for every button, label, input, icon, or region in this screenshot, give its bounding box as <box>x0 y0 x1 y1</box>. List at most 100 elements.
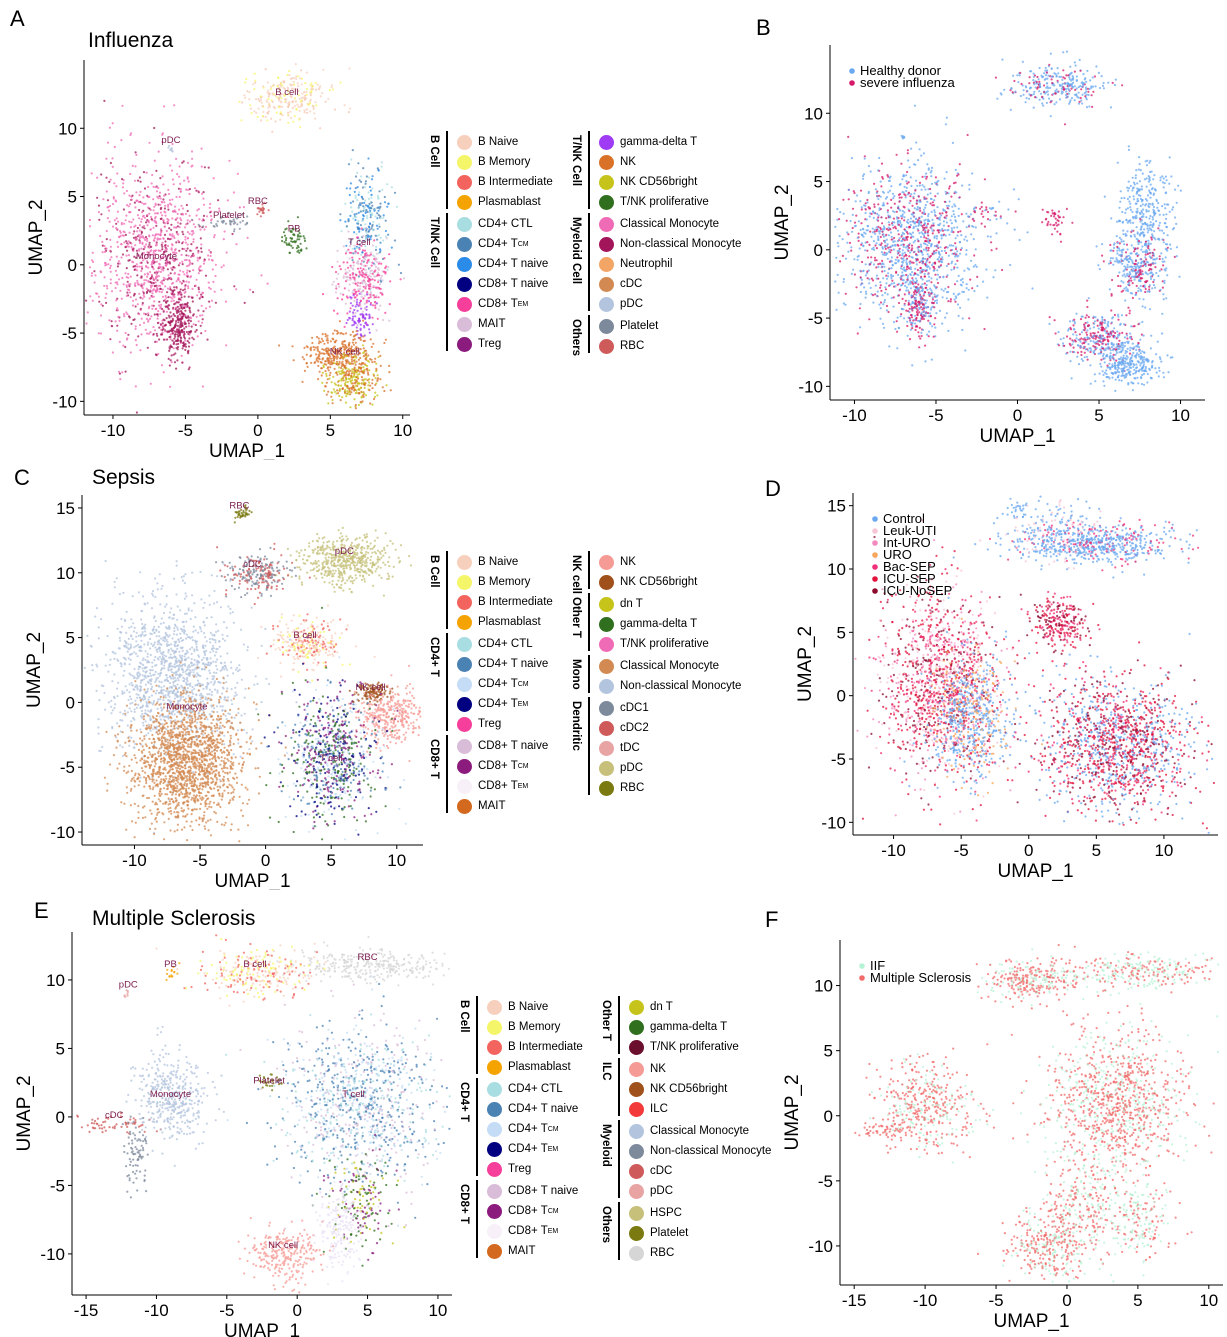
data-point <box>933 252 936 255</box>
data-point <box>864 208 867 211</box>
data-point <box>964 235 967 238</box>
data-point <box>282 231 286 234</box>
data-point <box>101 240 104 243</box>
data-point <box>1085 98 1088 101</box>
data-point <box>294 88 297 91</box>
data-point <box>906 149 909 152</box>
data-point <box>906 170 909 174</box>
data-point <box>915 253 918 256</box>
data-point <box>336 389 339 392</box>
data-point <box>882 204 885 207</box>
data-point <box>1068 101 1071 104</box>
data-point <box>837 245 840 248</box>
data-point <box>871 294 875 297</box>
data-point <box>331 337 334 340</box>
data-point <box>373 397 376 401</box>
data-point <box>890 185 893 188</box>
data-point <box>132 232 135 235</box>
data-point <box>384 235 388 238</box>
data-point <box>360 391 363 394</box>
data-point <box>174 302 177 305</box>
data-point <box>354 407 357 410</box>
data-point <box>891 192 895 195</box>
data-point <box>375 294 378 297</box>
data-point <box>272 84 275 87</box>
data-point <box>880 242 883 245</box>
data-point <box>901 268 904 271</box>
data-point <box>104 264 107 267</box>
data-point <box>364 245 367 248</box>
data-point <box>356 281 360 284</box>
data-point <box>235 243 238 246</box>
data-point <box>907 289 910 292</box>
data-point <box>128 316 131 319</box>
data-point <box>989 219 992 222</box>
data-point <box>191 344 194 347</box>
data-point <box>320 367 323 370</box>
data-point <box>190 150 194 153</box>
data-point <box>169 148 172 152</box>
data-point <box>925 226 928 229</box>
data-point <box>362 366 365 369</box>
data-point <box>297 230 300 233</box>
data-point <box>1079 69 1082 72</box>
data-point <box>928 330 931 333</box>
data-point <box>1111 81 1114 84</box>
data-point <box>375 252 378 255</box>
data-point <box>1073 70 1076 73</box>
data-point <box>351 341 354 344</box>
data-point <box>925 175 929 178</box>
data-point <box>176 225 179 228</box>
data-point <box>354 187 357 190</box>
data-point <box>353 338 356 341</box>
data-point <box>197 249 200 253</box>
data-point <box>200 243 203 246</box>
data-point <box>159 287 162 290</box>
data-point <box>925 280 929 283</box>
data-point <box>245 222 249 225</box>
data-point <box>312 105 315 108</box>
data-point <box>266 282 269 285</box>
data-point <box>149 245 152 248</box>
data-point <box>260 208 263 211</box>
data-point <box>184 235 187 238</box>
data-point <box>129 172 132 176</box>
data-point <box>155 273 158 276</box>
data-point <box>326 337 329 340</box>
data-point <box>355 274 358 277</box>
data-point <box>176 212 179 215</box>
data-point <box>179 217 182 220</box>
data-point <box>225 215 228 218</box>
data-point <box>837 291 840 294</box>
data-point <box>346 359 349 362</box>
data-point <box>990 241 993 244</box>
data-point <box>1058 98 1062 101</box>
data-point <box>881 190 885 193</box>
data-point <box>136 230 139 233</box>
data-point <box>910 321 914 324</box>
data-point <box>363 378 366 381</box>
data-point <box>1036 75 1039 79</box>
data-point <box>110 320 113 323</box>
data-point <box>222 219 225 222</box>
data-point <box>125 285 128 288</box>
data-point <box>909 314 913 317</box>
data-point <box>115 222 118 225</box>
data-point <box>956 259 959 262</box>
data-point <box>934 181 937 184</box>
data-point <box>985 206 988 209</box>
data-point <box>362 313 365 316</box>
data-point <box>894 262 897 265</box>
data-point <box>359 352 362 355</box>
data-point <box>348 193 351 197</box>
data-point <box>867 190 870 193</box>
data-point <box>918 148 921 151</box>
data-point <box>948 244 951 247</box>
data-point <box>1032 106 1035 109</box>
data-point <box>173 361 177 364</box>
data-point <box>291 106 294 109</box>
data-point <box>924 262 927 266</box>
data-point <box>152 326 155 329</box>
data-point <box>347 368 350 371</box>
data-point <box>369 338 372 341</box>
